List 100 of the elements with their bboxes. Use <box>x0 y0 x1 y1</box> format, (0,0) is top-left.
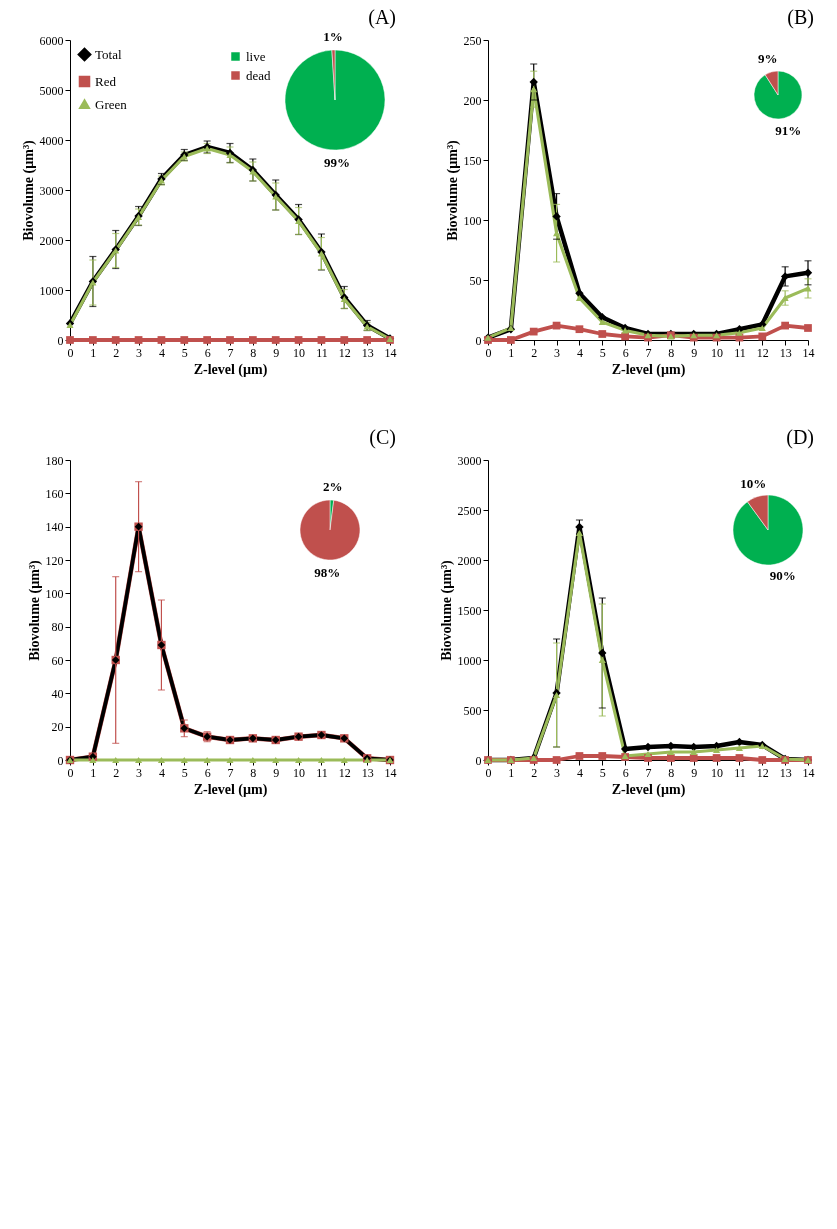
legend-label: Green <box>95 96 128 112</box>
x-tick-label: 7 <box>645 765 652 780</box>
x-tick-label: 10 <box>711 345 724 360</box>
x-tick-label: 12 <box>338 765 351 780</box>
y-tick-label: 500 <box>463 703 482 718</box>
x-tick-label: 10 <box>293 345 306 360</box>
x-tick-label: 13 <box>779 345 792 360</box>
y-tick-label: 40 <box>51 686 64 701</box>
y-tick-label: 1500 <box>457 603 482 618</box>
x-tick-label: 2 <box>113 345 120 360</box>
x-axis-title: Z-level (µm) <box>193 361 268 378</box>
data-label: 10% <box>740 476 767 492</box>
y-tick-label: 0 <box>475 753 482 768</box>
y-tick-label: 4000 <box>39 133 64 148</box>
data-label: 99% <box>323 154 350 170</box>
x-tick-label: 1 <box>508 765 515 780</box>
data-label: 90% <box>769 567 796 583</box>
x-tick-label: 5 <box>181 345 188 360</box>
x-tick-label: 3 <box>554 765 561 780</box>
x-tick-label: 6 <box>204 345 211 360</box>
x-tick-label: 5 <box>599 765 606 780</box>
legend-label: Red <box>95 73 117 89</box>
x-tick-label: 0 <box>67 765 74 780</box>
x-tick-label: 2 <box>531 765 538 780</box>
x-tick-label: 13 <box>361 765 374 780</box>
x-tick-label: 3 <box>554 345 561 360</box>
x-tick-label: 11 <box>316 345 328 360</box>
x-tick-label: 8 <box>250 765 257 780</box>
y-axis-title: Biovolume (µm³) <box>20 139 37 241</box>
x-tick-label: 11 <box>734 345 746 360</box>
y-tick-label: 120 <box>45 553 64 568</box>
y-tick-label: 140 <box>45 520 64 535</box>
x-tick-label: 14 <box>384 345 397 360</box>
chart-title: (C) <box>369 426 396 449</box>
chart-title: (B) <box>787 6 814 29</box>
y-tick-label: 1000 <box>39 283 64 298</box>
x-tick-label: 4 <box>576 345 583 360</box>
y-tick-label: 2500 <box>457 503 482 518</box>
x-tick-label: 10 <box>293 765 306 780</box>
y-tick-label: 0 <box>475 333 482 348</box>
y-tick-label: 6000 <box>39 33 64 48</box>
x-tick-label: 7 <box>645 345 652 360</box>
x-tick-label: 4 <box>158 765 165 780</box>
y-tick-label: 180 <box>45 453 64 468</box>
x-tick-label: 6 <box>204 765 211 780</box>
legend-label: Total <box>95 46 122 62</box>
x-tick-label: 6 <box>622 765 629 780</box>
x-tick-label: 4 <box>576 765 583 780</box>
y-tick-label: 100 <box>45 586 64 601</box>
x-tick-label: 9 <box>691 345 698 360</box>
x-tick-label: 12 <box>338 345 351 360</box>
x-tick-label: 14 <box>384 765 397 780</box>
y-tick-label: 2000 <box>457 553 482 568</box>
x-tick-label: 3 <box>136 765 143 780</box>
data-label: 1% <box>323 29 343 45</box>
x-tick-label: 14 <box>802 345 815 360</box>
y-tick-label: 160 <box>45 486 64 501</box>
y-tick-label: 150 <box>463 153 482 168</box>
y-tick-label: 3000 <box>457 453 482 468</box>
data-label: 9% <box>757 51 778 67</box>
x-tick-label: 7 <box>227 345 234 360</box>
x-tick-label: 13 <box>779 765 792 780</box>
x-tick-label: 0 <box>485 765 492 780</box>
x-tick-label: 1 <box>90 765 97 780</box>
y-tick-label: 100 <box>463 213 482 228</box>
x-tick-label: 5 <box>599 345 606 360</box>
legend-label: dead <box>246 67 272 83</box>
y-tick-label: 0 <box>57 753 64 768</box>
y-tick-label: 2000 <box>39 233 64 248</box>
y-tick-label: 0 <box>57 333 64 348</box>
y-tick-label: 1000 <box>457 653 482 668</box>
x-tick-label: 11 <box>734 765 746 780</box>
x-axis-title: Z-level (µm) <box>611 781 686 798</box>
x-tick-label: 14 <box>802 765 815 780</box>
x-tick-label: 0 <box>67 345 74 360</box>
x-tick-label: 12 <box>756 345 769 360</box>
y-tick-label: 200 <box>463 93 482 108</box>
chart-title: (D) <box>786 426 814 449</box>
x-tick-label: 1 <box>90 345 97 360</box>
x-tick-label: 8 <box>668 765 675 780</box>
x-tick-label: 7 <box>227 765 234 780</box>
x-axis-title: Z-level (µm) <box>611 361 686 378</box>
x-tick-label: 2 <box>531 345 538 360</box>
x-tick-label: 5 <box>181 765 188 780</box>
x-tick-label: 8 <box>668 345 675 360</box>
chart-title: (A) <box>368 6 396 29</box>
data-label: 91% <box>775 122 802 138</box>
x-tick-label: 1 <box>508 345 515 360</box>
x-tick-label: 3 <box>136 345 143 360</box>
y-tick-label: 50 <box>469 273 482 288</box>
x-tick-label: 13 <box>361 345 374 360</box>
x-tick-label: 11 <box>316 765 328 780</box>
x-tick-label: 8 <box>250 345 257 360</box>
x-tick-label: 9 <box>691 765 698 780</box>
y-tick-label: 60 <box>51 653 64 668</box>
x-tick-label: 9 <box>273 765 280 780</box>
x-tick-label: 0 <box>485 345 492 360</box>
y-axis-title: Biovolume (µm³) <box>26 559 43 661</box>
x-tick-label: 10 <box>711 765 724 780</box>
data-label: 2% <box>322 479 343 495</box>
